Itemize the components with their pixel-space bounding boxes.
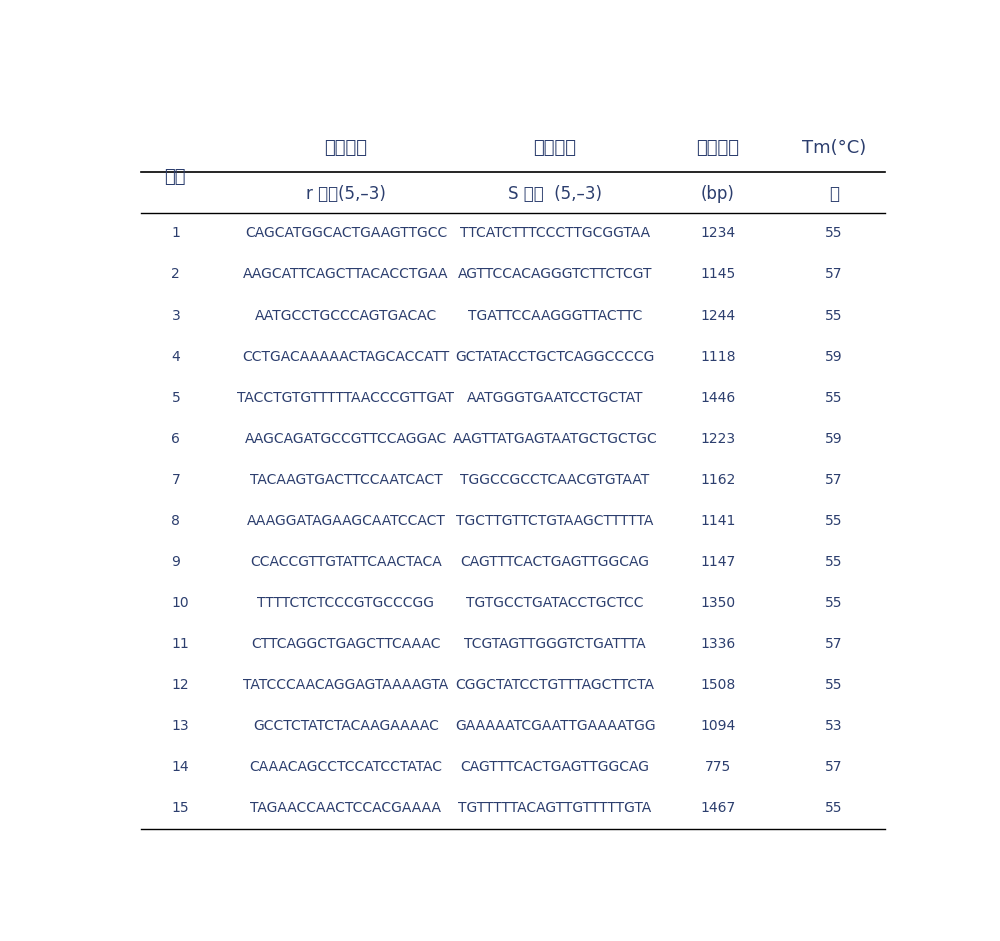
Text: 55: 55 <box>825 802 843 815</box>
Text: CAAACAGCCTCCATCCTATAC: CAAACAGCCTCCATCCTATAC <box>249 760 442 774</box>
Text: AATGCCTGCCCAGTGACAC: AATGCCTGCCCAGTGACAC <box>255 309 437 323</box>
Text: (bp): (bp) <box>701 185 735 203</box>
Text: 14: 14 <box>172 760 189 774</box>
Text: 1118: 1118 <box>700 350 736 363</box>
Text: 53: 53 <box>825 719 843 733</box>
Text: TGGCCGCCTCAACGTGTAAT: TGGCCGCCTCAACGTGTAAT <box>460 472 650 486</box>
Text: TTCATCTTTCCCTTGCGGTAA: TTCATCTTTCCCTTGCGGTAA <box>460 227 650 241</box>
Text: TCGTAGTTGGGTCTGATTTA: TCGTAGTTGGGTCTGATTTA <box>464 637 646 651</box>
Text: 55: 55 <box>825 309 843 323</box>
Text: GAAAAATCGAATTGAAAATGG: GAAAAATCGAATTGAAAATGG <box>455 719 655 733</box>
Text: AAAGGATAGAAGCAATCCACT: AAAGGATAGAAGCAATCCACT <box>246 514 445 528</box>
Text: 扩增长度: 扩增长度 <box>696 138 739 157</box>
Text: 3: 3 <box>172 309 180 323</box>
Text: 57: 57 <box>825 267 843 281</box>
Text: 2: 2 <box>172 267 180 281</box>
Text: 编号: 编号 <box>164 167 185 185</box>
Text: TACCTGTGTTTTTAACCCGTTGAT: TACCTGTGTTTTTAACCCGTTGAT <box>237 391 454 405</box>
Text: GCTATACCTGCTCAGGCCCCG: GCTATACCTGCTCAGGCCCCG <box>455 350 655 363</box>
Text: CTTCAGGCTGAGCTTCAAAC: CTTCAGGCTGAGCTTCAAAC <box>251 637 441 651</box>
Text: 1467: 1467 <box>700 802 736 815</box>
Text: 12: 12 <box>172 678 189 692</box>
Text: 1244: 1244 <box>700 309 735 323</box>
Text: 55: 55 <box>825 514 843 528</box>
Text: CGGCTATCCTGTTTAGCTTCTA: CGGCTATCCTGTTTAGCTTCTA <box>456 678 655 692</box>
Text: TGATTCCAAGGGTTACTTC: TGATTCCAAGGGTTACTTC <box>468 309 642 323</box>
Text: 11: 11 <box>172 637 189 651</box>
Text: Tm(°C): Tm(°C) <box>802 138 866 157</box>
Text: AGTTCCACAGGGTCTTCTCGT: AGTTCCACAGGGTCTTCTCGT <box>458 267 652 281</box>
Text: 15: 15 <box>172 802 189 815</box>
Text: 1223: 1223 <box>700 432 735 446</box>
Text: 1147: 1147 <box>700 555 736 569</box>
Text: 1094: 1094 <box>700 719 736 733</box>
Text: 55: 55 <box>825 227 843 241</box>
Text: 4: 4 <box>172 350 180 363</box>
Text: 59: 59 <box>825 350 843 363</box>
Text: CCTGACAAAAACTAGCACCATT: CCTGACAAAAACTAGCACCATT <box>242 350 450 363</box>
Text: S 序列  (5,–3): S 序列 (5,–3) <box>508 185 602 203</box>
Text: 775: 775 <box>705 760 731 774</box>
Text: 7: 7 <box>172 472 180 486</box>
Text: 1234: 1234 <box>700 227 735 241</box>
Text: 6: 6 <box>172 432 180 446</box>
Text: 55: 55 <box>825 678 843 692</box>
Text: TGTGCCTGATACCTGCTCC: TGTGCCTGATACCTGCTCC <box>466 596 644 610</box>
Text: 57: 57 <box>825 637 843 651</box>
Text: 55: 55 <box>825 596 843 610</box>
Text: AAGTTATGAGTAATGCTGCTGC: AAGTTATGAGTAATGCTGCTGC <box>453 432 658 446</box>
Text: AAGCAGATGCCGTTCCAGGAC: AAGCAGATGCCGTTCCAGGAC <box>245 432 447 446</box>
Text: 55: 55 <box>825 555 843 569</box>
Text: TATCCCAACAGGAGTAAAAGTA: TATCCCAACAGGAGTAAAAGTA <box>243 678 448 692</box>
Text: 13: 13 <box>172 719 189 733</box>
Text: AAGCATTCAGCTTACACCTGAA: AAGCATTCAGCTTACACCTGAA <box>243 267 449 281</box>
Text: TGCTTGTTCTGTAAGCTTTTTA: TGCTTGTTCTGTAAGCTTTTTA <box>456 514 654 528</box>
Text: 1350: 1350 <box>700 596 735 610</box>
Text: TGTTTTTACAGTTGTTTTTGTA: TGTTTTTACAGTTGTTTTTGTA <box>458 802 652 815</box>
Text: 57: 57 <box>825 760 843 774</box>
Text: 1141: 1141 <box>700 514 736 528</box>
Text: 55: 55 <box>825 391 843 405</box>
Text: 上游引物: 上游引物 <box>324 138 367 157</box>
Text: 10: 10 <box>172 596 189 610</box>
Text: 1: 1 <box>172 227 180 241</box>
Text: AATGGGTGAATCCTGCTAT: AATGGGTGAATCCTGCTAT <box>467 391 643 405</box>
Text: CAGCATGGCACTGAAGTTGCC: CAGCATGGCACTGAAGTTGCC <box>245 227 447 241</box>
Text: r 序列(5,–3): r 序列(5,–3) <box>306 185 386 203</box>
Text: 5: 5 <box>172 391 180 405</box>
Text: 57: 57 <box>825 472 843 486</box>
Text: TAGAACCAACTCCACGAAAA: TAGAACCAACTCCACGAAAA <box>250 802 441 815</box>
Text: 9: 9 <box>172 555 180 569</box>
Text: CAGTTTCACTGAGTTGGCAG: CAGTTTCACTGAGTTGGCAG <box>461 760 650 774</box>
Text: 1162: 1162 <box>700 472 736 486</box>
Text: TTTTCTCTCCCGTGCCCGG: TTTTCTCTCCCGTGCCCGG <box>257 596 434 610</box>
Text: 下游引物: 下游引物 <box>534 138 577 157</box>
Text: TACAAGTGACTTCCAATCACT: TACAAGTGACTTCCAATCACT <box>250 472 442 486</box>
Text: 1446: 1446 <box>700 391 736 405</box>
Text: GCCTCTATCTACAAGAAAAC: GCCTCTATCTACAAGAAAAC <box>253 719 439 733</box>
Text: 1145: 1145 <box>700 267 736 281</box>
Text: CAGTTTCACTGAGTTGGCAG: CAGTTTCACTGAGTTGGCAG <box>461 555 650 569</box>
Text: 59: 59 <box>825 432 843 446</box>
Text: 8: 8 <box>172 514 180 528</box>
Text: 1508: 1508 <box>700 678 736 692</box>
Text: CCACCGTTGTATTCAACTACA: CCACCGTTGTATTCAACTACA <box>250 555 442 569</box>
Text: 値: 値 <box>829 185 839 203</box>
Text: 1336: 1336 <box>700 637 736 651</box>
